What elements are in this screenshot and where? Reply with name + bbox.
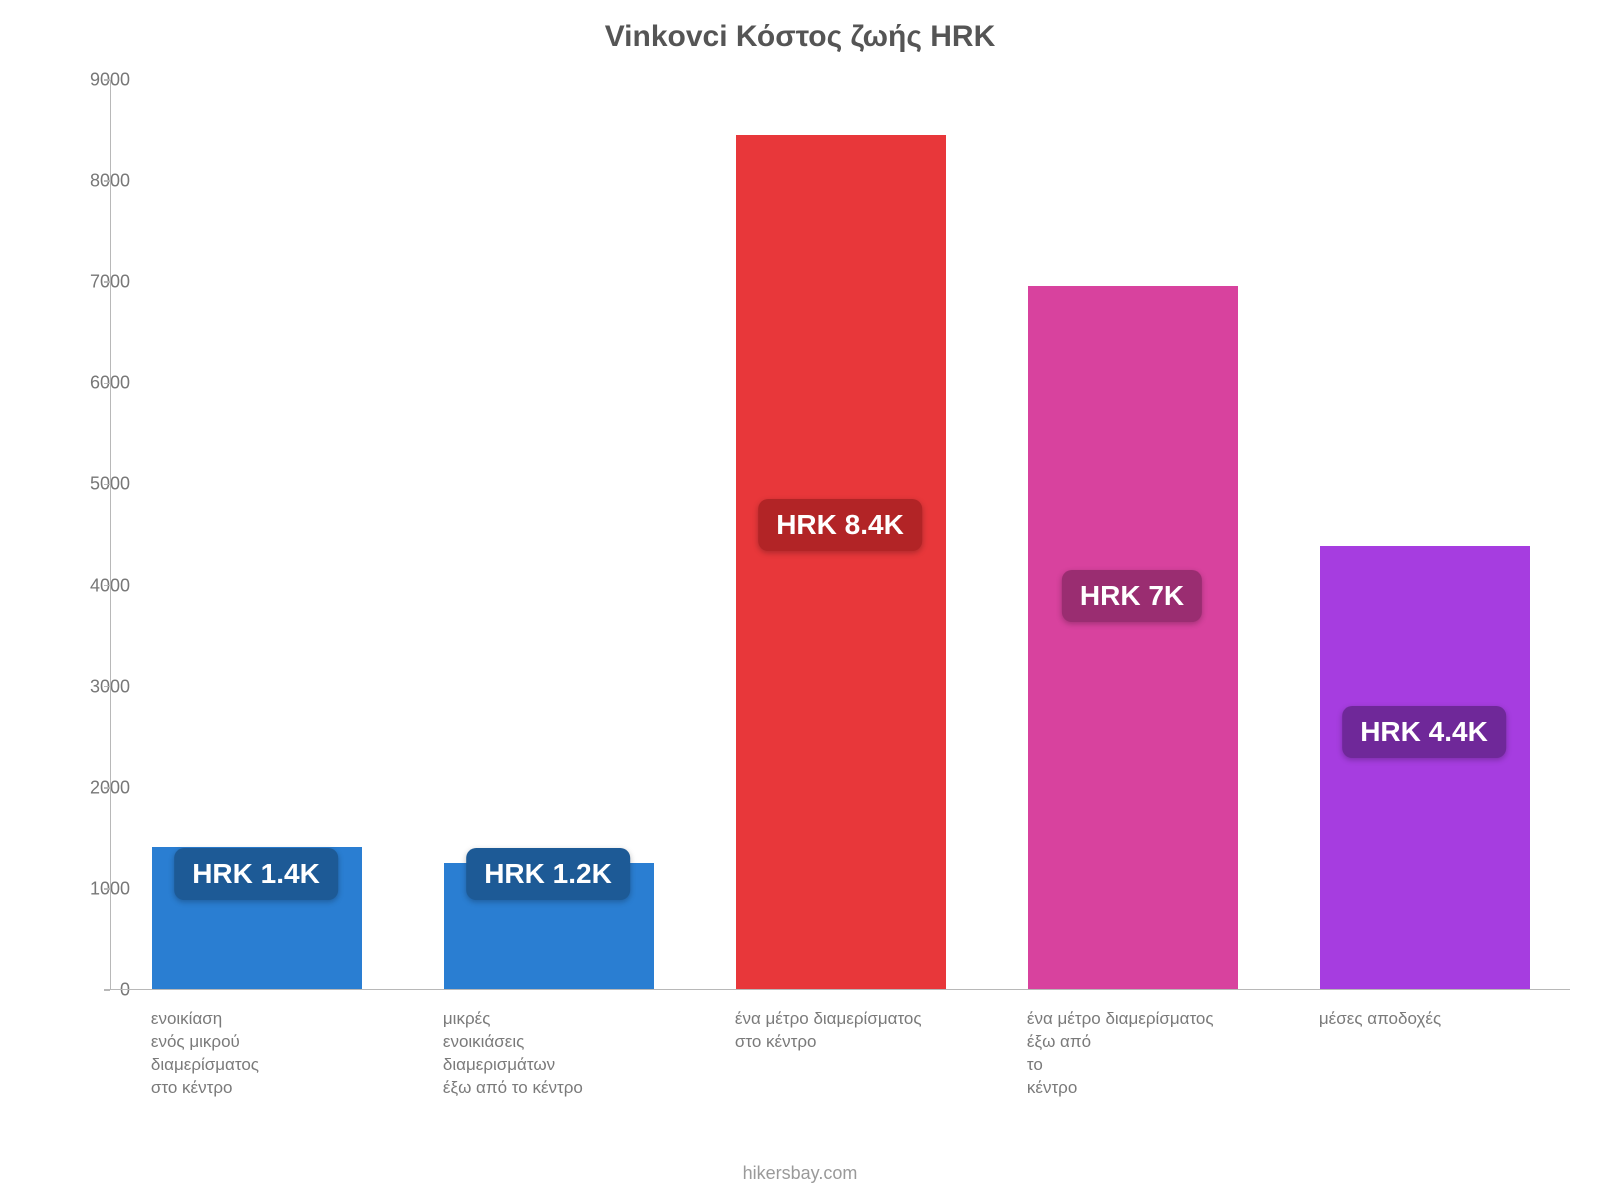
chart-footer: hikersbay.com xyxy=(0,1163,1600,1184)
value-badge: HRK 1.2K xyxy=(466,848,630,900)
value-badge: HRK 1.4K xyxy=(174,848,338,900)
x-axis-label: ένα μέτρο διαμερίσματος έξω από το κέντρ… xyxy=(1027,1008,1277,1100)
value-badge: HRK 7K xyxy=(1062,570,1202,622)
x-axis-label: ενοικίαση ενός μικρού διαμερίσματος στο … xyxy=(151,1008,401,1100)
x-axis-label: μέσες αποδοχές xyxy=(1319,1008,1569,1031)
bar xyxy=(736,135,946,989)
x-axis-label: ένα μέτρο διαμερίσματος στο κέντρο xyxy=(735,1008,985,1054)
x-axis-label: μικρές ενοικιάσεις διαμερισμάτων έξω από… xyxy=(443,1008,693,1100)
bar xyxy=(1320,546,1530,989)
value-badge: HRK 8.4K xyxy=(758,499,922,551)
value-badge: HRK 4.4K xyxy=(1342,706,1506,758)
chart-title: Vinkovci Κόστος ζωής HRK xyxy=(0,20,1600,54)
bar xyxy=(1028,286,1238,989)
chart-container: Vinkovci Κόστος ζωής HRK 010002000300040… xyxy=(0,0,1600,1200)
